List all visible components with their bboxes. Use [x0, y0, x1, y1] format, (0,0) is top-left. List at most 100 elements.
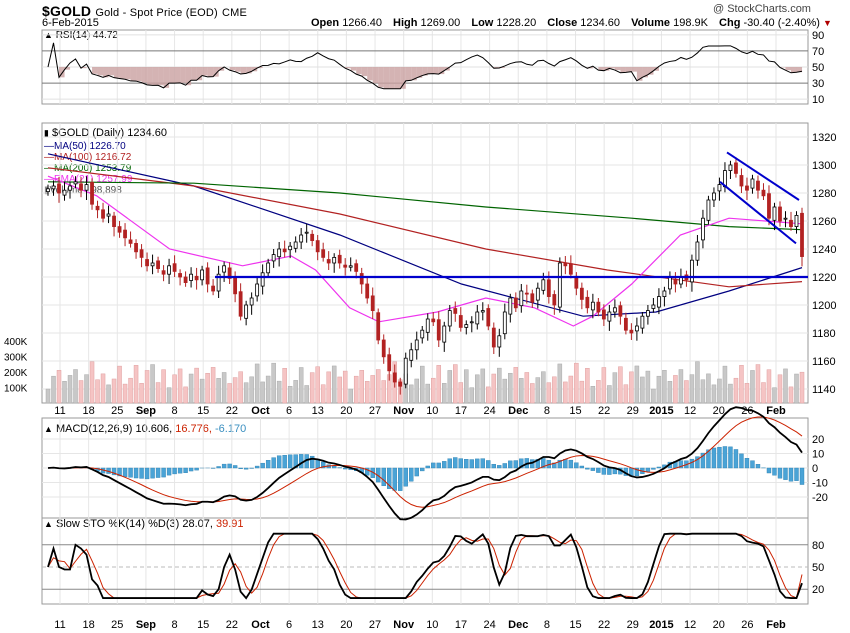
x-axis-label: 15	[569, 619, 581, 631]
macd-hist-bar	[766, 467, 772, 474]
rsi-oversold-fill	[609, 67, 615, 69]
candle-body	[332, 256, 337, 264]
rsi-oversold-fill	[97, 67, 104, 76]
x-axis-label: Feb	[766, 619, 786, 631]
volume-bar	[513, 367, 519, 404]
x-axis-label: Feb	[766, 405, 786, 417]
volume-bar	[596, 380, 601, 404]
volume-bar	[491, 373, 497, 404]
candle-body	[618, 305, 623, 317]
macd-hist-bar	[519, 458, 524, 469]
candle-body	[497, 335, 502, 348]
volume-bar	[739, 365, 744, 404]
volume-bar	[541, 371, 546, 404]
candle-body	[167, 265, 171, 275]
x-axis-label: 26	[741, 405, 753, 417]
chg-value: -30.40 (-2.40%)	[743, 17, 820, 29]
volume-bar	[469, 387, 475, 404]
macd-hist-bar	[436, 462, 441, 469]
rsi-oversold-fill	[427, 67, 434, 74]
rsi-oversold-fill	[631, 67, 637, 72]
volume-bar	[568, 375, 574, 404]
x-axis-label: 17	[455, 405, 467, 417]
legend-ma50: —MA(50) 1226.70	[44, 141, 132, 152]
price-tick-label: 1160	[812, 356, 836, 368]
macd-hist-bar	[458, 458, 463, 469]
rsi-oversold-fill	[620, 67, 626, 73]
candle-body	[156, 260, 160, 269]
volume-bar	[497, 367, 502, 404]
volume-bar	[766, 369, 772, 404]
x-axis-label: 8	[544, 619, 550, 631]
volume-bar	[84, 374, 89, 404]
candlestick-icon: ▮	[44, 128, 49, 138]
rsi-oversold-fill	[246, 67, 252, 74]
candle-body	[761, 189, 766, 197]
volume-bar	[574, 362, 579, 404]
price-tick-label: 1260	[812, 216, 836, 228]
x-axis-label: 11	[54, 405, 65, 417]
macd-hist-bar	[414, 467, 419, 477]
candle-body	[343, 264, 348, 268]
volume-bar	[238, 371, 243, 404]
candle-body	[690, 259, 694, 283]
volume-bar	[651, 388, 656, 404]
price-panel-frame	[41, 122, 809, 404]
low-value: 1228.20	[496, 17, 537, 29]
volume-bar	[678, 369, 684, 404]
volume-bar	[530, 383, 535, 404]
volume-bar	[431, 377, 436, 404]
volume-bar	[480, 368, 486, 404]
volume-bar	[293, 380, 298, 404]
x-axis-label: 20	[713, 405, 725, 417]
sto-d-line	[47, 533, 803, 599]
candle-body	[310, 233, 315, 242]
x-axis-label: 22	[598, 405, 610, 417]
macd-tick-label: 20	[812, 434, 824, 446]
volume-bar	[78, 380, 84, 404]
price-tick-label: 1200	[812, 300, 836, 312]
macd-hist-bar	[111, 467, 117, 476]
volume-bar	[612, 372, 618, 404]
macd-hist-bar	[480, 458, 485, 469]
candle-body	[348, 265, 353, 268]
candle-body	[524, 292, 529, 295]
channel-lower-line	[719, 181, 797, 245]
x-axis-label: Dec	[508, 619, 528, 631]
candle-body	[447, 310, 452, 327]
macd-hist-bar	[161, 467, 166, 478]
candle-body	[222, 265, 227, 273]
candle-body	[293, 241, 298, 249]
candle-body	[84, 184, 89, 191]
volume-bar	[276, 380, 282, 404]
candle-body	[112, 215, 116, 228]
macd-hist-bar	[139, 467, 144, 479]
macd-hist-bar	[420, 467, 425, 472]
macd-tick-label: -20	[812, 492, 828, 504]
volume-bar	[799, 371, 805, 404]
macd-hist-bar	[486, 460, 491, 469]
macd-hist-bar	[392, 467, 397, 491]
rsi-oversold-fill	[785, 67, 792, 71]
volume-bar	[425, 383, 431, 404]
candle-body	[519, 290, 524, 307]
x-axis-label: Oct	[251, 619, 270, 631]
macd-tick-label: -10	[812, 478, 828, 490]
ma-line	[47, 175, 803, 327]
macd-hist-bar	[122, 467, 128, 477]
rsi-oversold-fill	[163, 67, 170, 88]
macd-hist-bar	[678, 460, 684, 469]
x-axis-label: 20	[340, 619, 352, 631]
candle-body	[398, 381, 403, 387]
chg-label: Chg	[719, 17, 741, 29]
volume-bar	[249, 376, 254, 404]
macd-hist-bar	[133, 467, 139, 479]
macd-hist-bar	[733, 449, 739, 469]
macd-hist-bar	[755, 464, 761, 469]
macd-hist-bar	[491, 463, 496, 469]
volume-tick-label: 300K	[4, 353, 28, 364]
volume-bar	[67, 375, 73, 404]
volume-bar	[662, 370, 667, 404]
rsi-oversold-fill	[147, 67, 153, 85]
volume-bar	[557, 363, 563, 404]
